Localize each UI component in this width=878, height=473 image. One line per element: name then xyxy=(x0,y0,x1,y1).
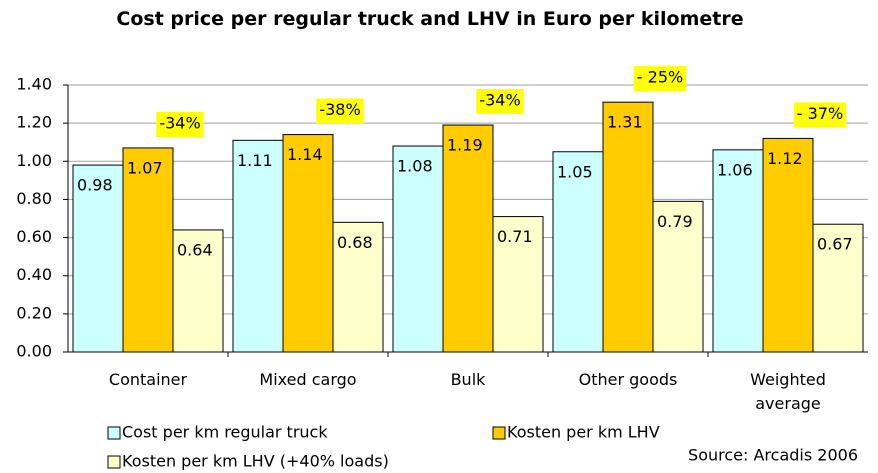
bar xyxy=(812,223,864,353)
bar xyxy=(652,200,704,353)
data-label: 1.06 xyxy=(717,160,753,179)
x-tick-label: Mixed cargo xyxy=(259,370,357,389)
bar xyxy=(602,101,654,353)
legend-swatch xyxy=(107,426,121,440)
legend-label: Kosten per km LHV xyxy=(507,423,660,442)
data-label: 0.71 xyxy=(497,227,533,246)
bar xyxy=(762,137,814,353)
data-label: 1.14 xyxy=(287,145,323,164)
legend-label: Cost per km regular truck xyxy=(122,423,328,442)
x-tick-label: Bulk xyxy=(450,370,486,389)
data-label: 1.05 xyxy=(557,162,593,181)
y-tick-label: 1.20 xyxy=(16,113,52,132)
annotation-box xyxy=(316,98,364,124)
data-label: 1.07 xyxy=(127,158,163,177)
bar xyxy=(172,229,224,353)
bar xyxy=(492,216,544,353)
annotation-box xyxy=(476,89,524,115)
data-label: 0.67 xyxy=(817,235,853,254)
bar xyxy=(712,149,764,353)
y-tick-label: 0.40 xyxy=(16,265,52,284)
data-label: 0.68 xyxy=(337,233,373,252)
bar xyxy=(552,151,604,353)
y-tick-label: 1.00 xyxy=(16,151,52,170)
data-label: 0.64 xyxy=(177,240,213,259)
annotation-box xyxy=(156,111,204,137)
annotation: -34% xyxy=(479,91,520,110)
data-label: 0.79 xyxy=(657,212,693,231)
bar xyxy=(442,124,494,353)
legend-label: Kosten per km LHV (+40% loads) xyxy=(122,452,389,471)
annotation-box xyxy=(633,66,687,92)
annotation: -38% xyxy=(319,100,360,119)
y-tick-label: 0.60 xyxy=(16,227,52,246)
y-tick-label: 0.00 xyxy=(16,342,52,361)
annotation: -34% xyxy=(159,113,200,132)
annotation: - 25% xyxy=(637,68,683,87)
bar xyxy=(232,139,284,353)
bar xyxy=(392,145,444,353)
x-tick-label: Container xyxy=(108,370,188,389)
y-tick-label: 1.40 xyxy=(16,75,52,94)
bar xyxy=(122,147,174,353)
x-tick-label: Other goods xyxy=(578,370,678,389)
y-tick-label: 0.20 xyxy=(16,303,52,322)
data-label: 1.31 xyxy=(607,113,643,132)
annotation-box xyxy=(793,102,847,128)
x-tick-label: Weighted average xyxy=(750,370,826,413)
chart-title: Cost price per regular truck and LHV in … xyxy=(116,8,744,30)
data-label: 1.12 xyxy=(767,149,803,168)
bar xyxy=(72,164,124,353)
data-label: 1.08 xyxy=(397,157,433,176)
annotation: - 37% xyxy=(797,104,843,123)
bar xyxy=(332,221,384,353)
legend-swatch xyxy=(492,426,506,440)
bar xyxy=(282,134,334,353)
source: Source: Arcadis 2006 xyxy=(688,446,858,465)
data-label: 1.19 xyxy=(447,136,483,155)
data-label: 0.98 xyxy=(77,176,113,195)
y-tick-label: 0.80 xyxy=(16,189,52,208)
legend-swatch xyxy=(107,455,121,469)
data-label: 1.11 xyxy=(237,151,273,170)
